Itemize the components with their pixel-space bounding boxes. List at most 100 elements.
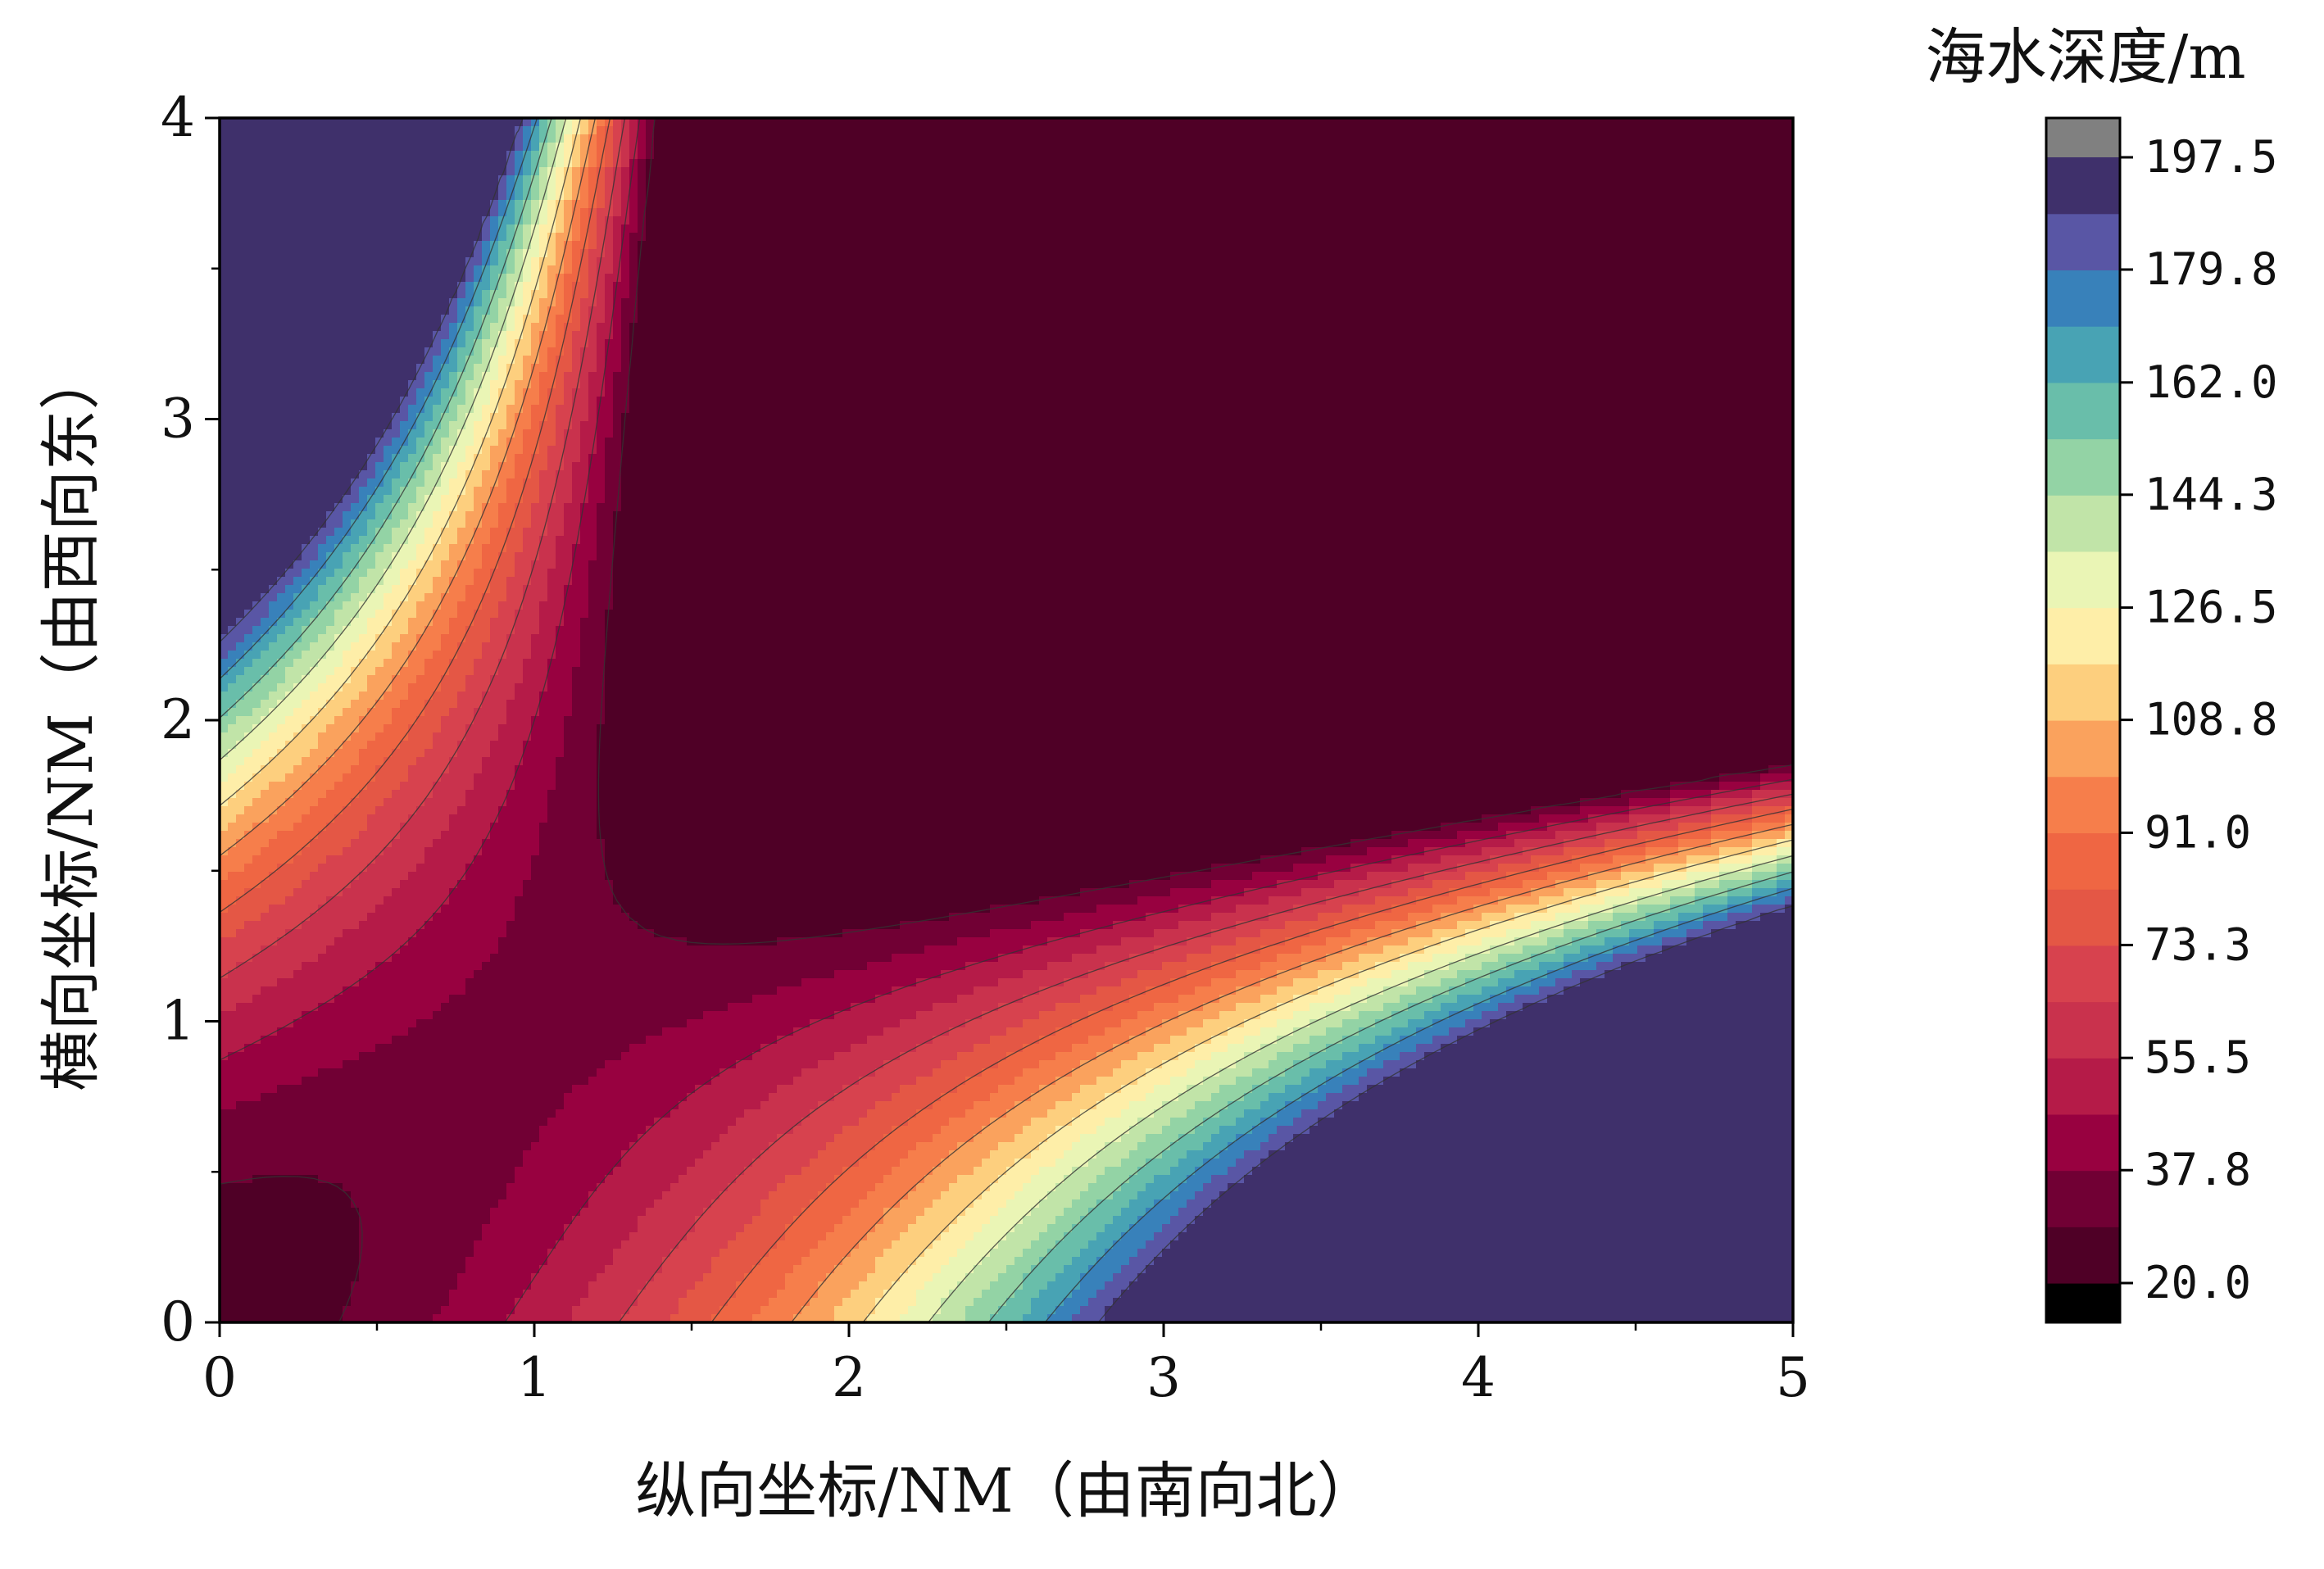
contour-cell <box>1375 159 1384 168</box>
contour-cell <box>285 290 294 299</box>
contour-cell <box>1777 192 1786 201</box>
contour-cell <box>1432 274 1441 283</box>
contour-cell <box>1219 241 1228 250</box>
contour-cell <box>359 216 368 225</box>
contour-cell <box>1719 257 1728 266</box>
contour-cell <box>1514 184 1523 193</box>
contour-cell <box>777 143 786 152</box>
contour-cell <box>1359 241 1368 250</box>
contour-cell <box>949 282 958 291</box>
contour-cell <box>1465 216 1474 225</box>
contour-cell <box>1195 306 1204 315</box>
contour-cell <box>547 143 556 152</box>
contour-cell <box>1326 274 1335 283</box>
contour-cell <box>1187 151 1196 160</box>
contour-cell <box>1310 143 1319 152</box>
contour-cell <box>1162 306 1171 315</box>
contour-cell <box>1727 184 1736 193</box>
contour-cell <box>1531 184 1540 193</box>
contour-cell <box>867 315 876 324</box>
contour-cell <box>1441 224 1450 234</box>
contour-cell <box>1047 134 1056 143</box>
contour-cell <box>1760 175 1769 184</box>
contour-cell <box>474 306 483 315</box>
contour-cell <box>810 257 819 266</box>
contour-cell <box>826 175 835 184</box>
contour-cell <box>1596 151 1605 160</box>
contour-cell <box>1539 134 1548 143</box>
contour-cell <box>1465 126 1474 135</box>
contour-cell <box>359 274 368 283</box>
contour-cell <box>1105 192 1114 201</box>
contour-cell <box>433 298 442 307</box>
contour-cell <box>1375 184 1384 193</box>
contour-cell <box>793 290 802 299</box>
contour-cell <box>1236 274 1245 283</box>
contour-cell <box>1318 151 1327 160</box>
contour-cell <box>769 257 778 266</box>
contour-cell <box>695 216 704 225</box>
contour-cell <box>531 200 540 209</box>
contour-cell <box>1686 134 1695 143</box>
contour-cell <box>1121 323 1130 332</box>
contour-cell <box>1260 175 1269 184</box>
contour-cell <box>572 208 581 217</box>
contour-cell <box>244 249 253 258</box>
contour-cell <box>556 167 565 176</box>
contour-cell <box>1662 315 1671 324</box>
contour-cell <box>1760 315 1769 324</box>
contour-cell <box>1039 118 1048 127</box>
contour-cell <box>769 167 778 176</box>
contour-cell <box>736 249 745 258</box>
contour-cell <box>1588 257 1597 266</box>
contour-cell <box>416 249 425 258</box>
contour-cell <box>1482 224 1491 234</box>
contour-cell <box>1662 241 1671 250</box>
contour-cell <box>252 323 261 332</box>
contour-cell <box>1695 274 1704 283</box>
contour-cell <box>244 151 253 160</box>
contour-cell <box>842 134 851 143</box>
contour-cell <box>867 143 876 152</box>
contour-cell <box>1621 126 1630 135</box>
contour-cell <box>490 216 499 225</box>
contour-cell <box>1645 249 1654 258</box>
contour-cell <box>1473 143 1482 152</box>
contour-cell <box>482 126 491 135</box>
contour-cell <box>695 274 704 283</box>
contour-cell <box>801 167 810 176</box>
contour-cell <box>392 249 401 258</box>
contour-cell <box>982 298 991 307</box>
contour-cell <box>1457 143 1466 152</box>
contour-cell <box>1596 323 1605 332</box>
contour-cell <box>1613 184 1622 193</box>
contour-cell <box>810 282 819 291</box>
contour-cell <box>465 143 474 152</box>
contour-cell <box>957 315 966 324</box>
contour-cell <box>834 200 843 209</box>
contour-cell <box>982 192 991 201</box>
contour-cell <box>916 257 925 266</box>
contour-cell <box>638 241 647 250</box>
contour-cell <box>1350 323 1359 332</box>
contour-cell <box>597 134 606 143</box>
contour-cell <box>1695 233 1704 242</box>
contour-cell <box>654 143 663 152</box>
contour-cell <box>539 274 548 283</box>
contour-cell <box>277 224 286 234</box>
contour-cell <box>810 241 819 250</box>
contour-cell <box>990 315 999 324</box>
contour-cell <box>801 126 810 135</box>
contour-cell <box>220 143 229 152</box>
contour-cell <box>343 282 352 291</box>
contour-cell <box>933 192 942 201</box>
contour-cell <box>638 151 647 160</box>
contour-cell <box>318 241 327 250</box>
contour-cell <box>277 257 286 266</box>
contour-cell <box>859 282 868 291</box>
contour-cell <box>1645 159 1654 168</box>
contour-cell <box>523 224 532 234</box>
contour-cell <box>1301 274 1310 283</box>
contour-cell <box>1555 241 1564 250</box>
contour-cell <box>941 184 950 193</box>
